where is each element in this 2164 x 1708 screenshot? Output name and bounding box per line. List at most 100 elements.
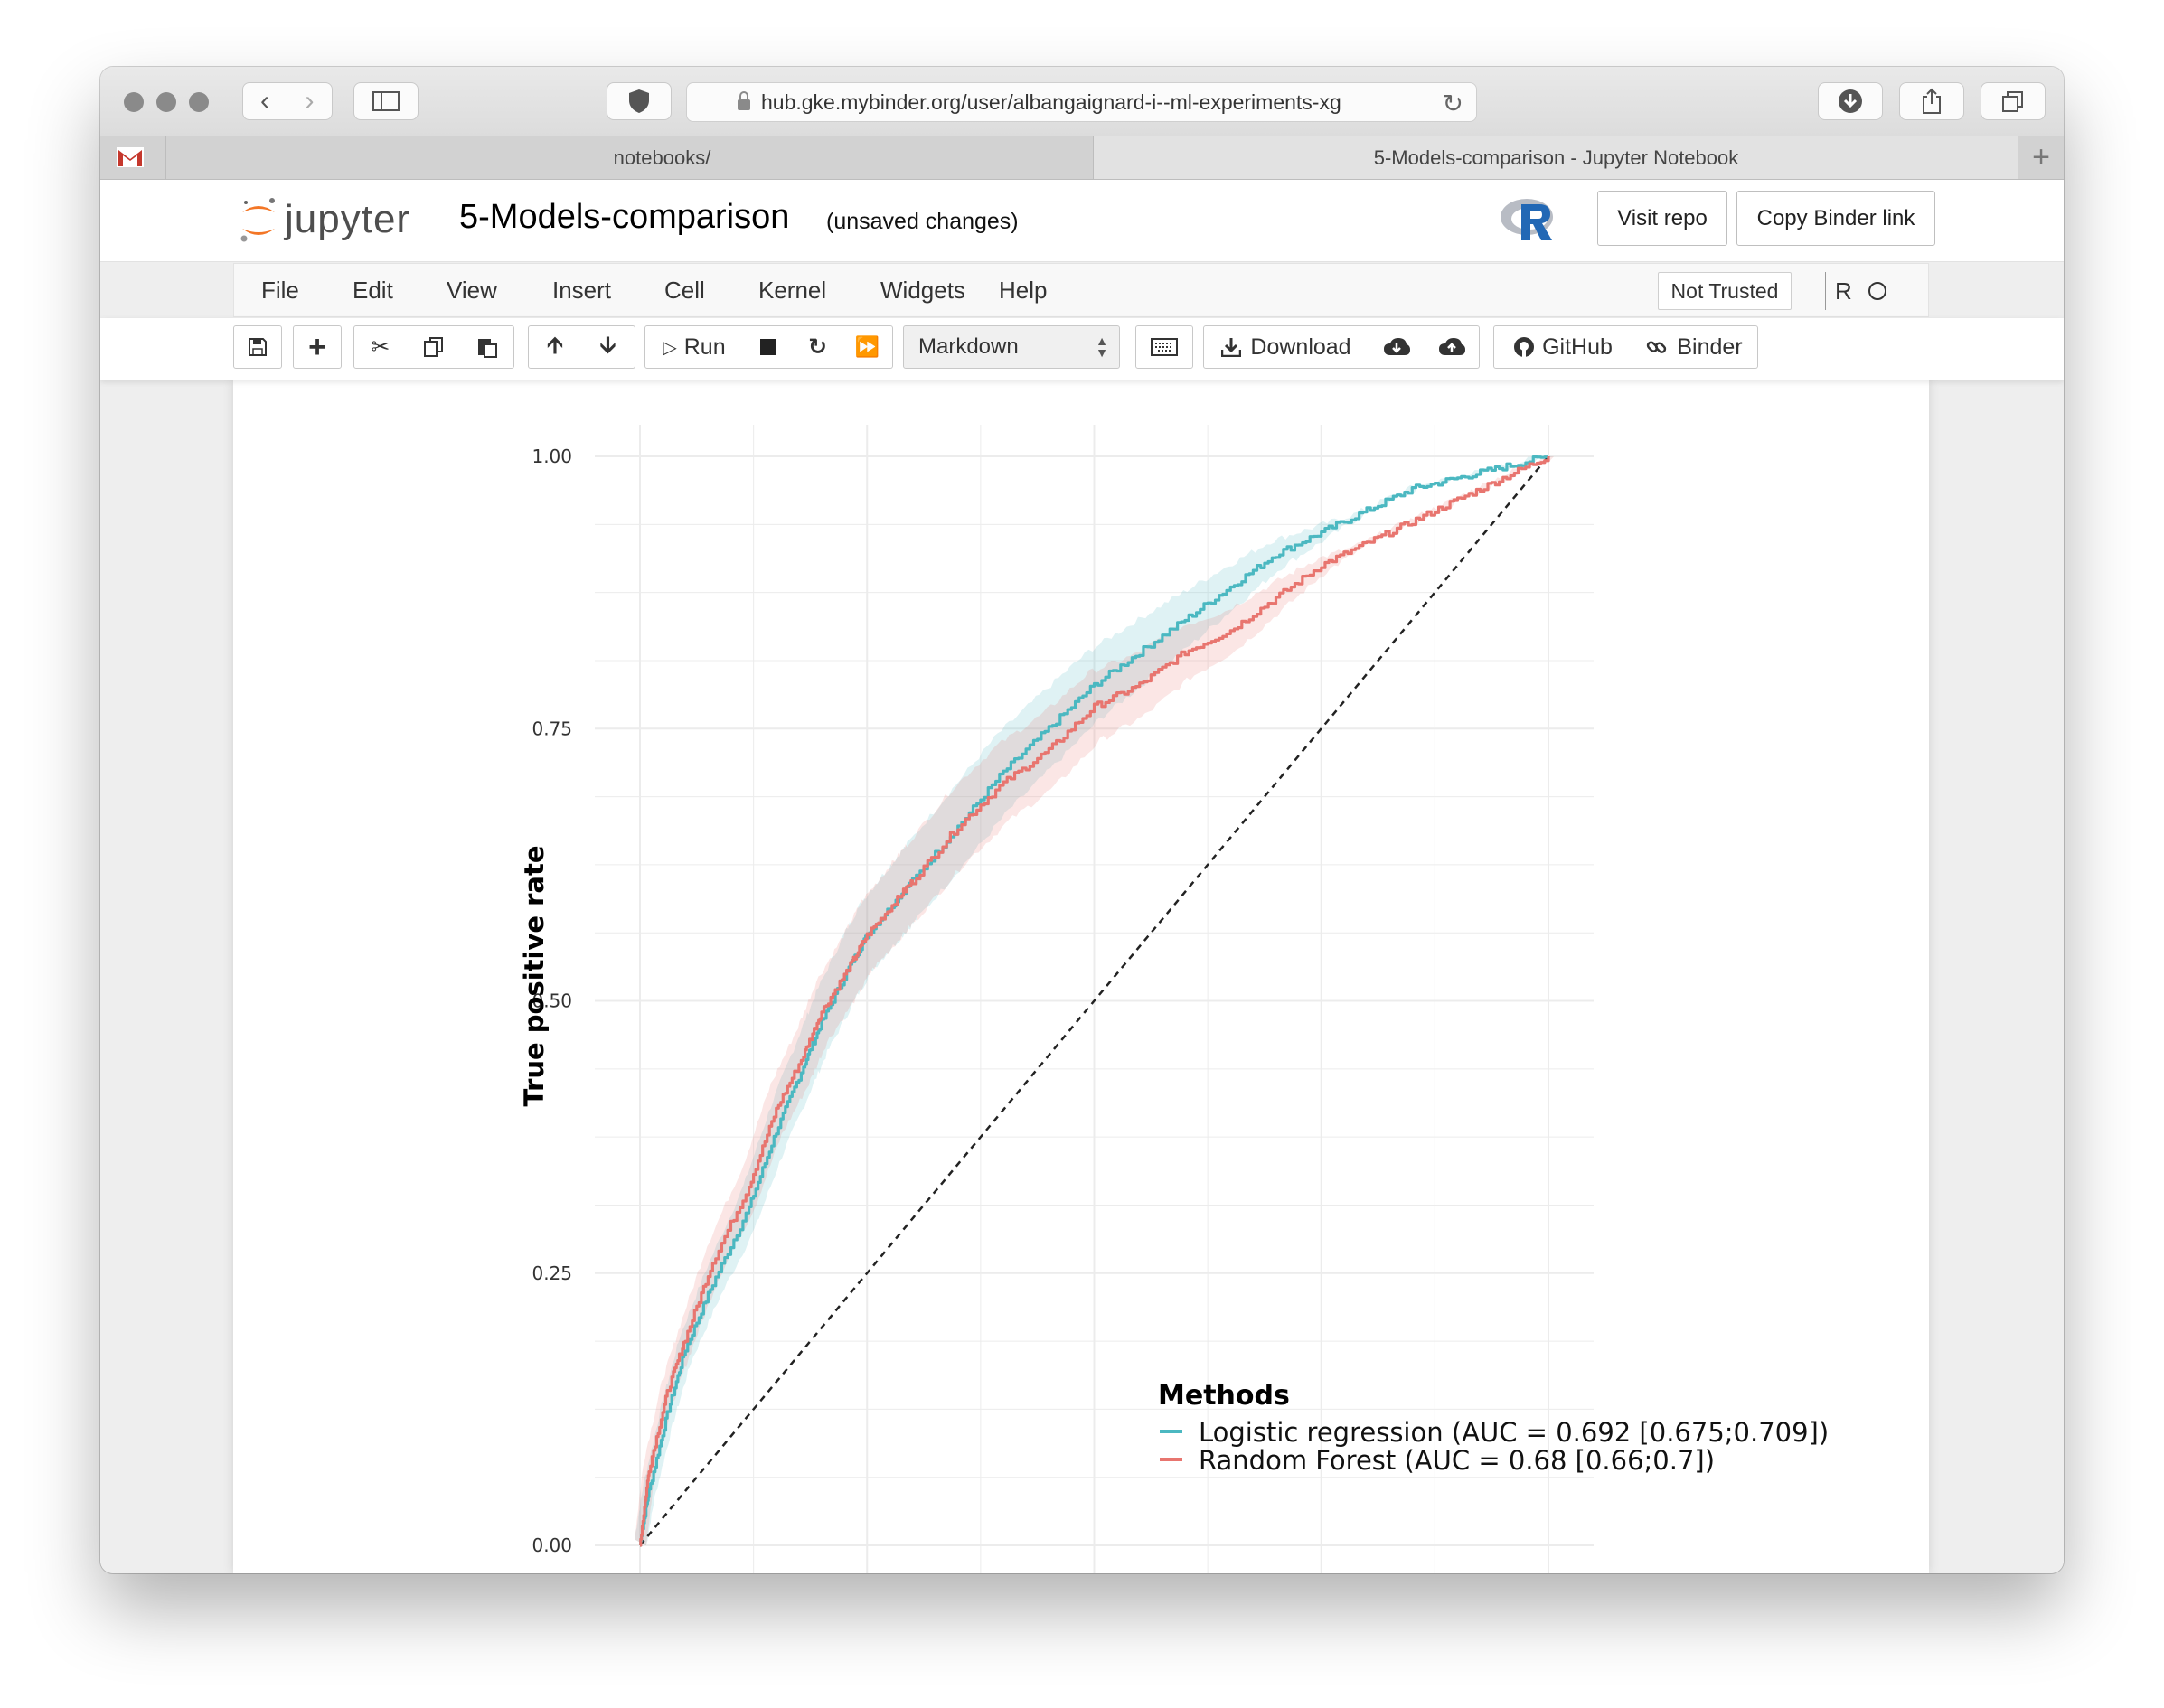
minimize-window-button[interactable] xyxy=(156,92,176,112)
reload-icon[interactable]: ↻ xyxy=(1442,89,1463,117)
reference-diagonal-line xyxy=(639,455,1549,1546)
copy-icon xyxy=(423,337,443,357)
chart-legend: Methods Logistic regression (AUC = 0.692… xyxy=(1158,1380,1829,1476)
insert-cell-button[interactable]: + xyxy=(293,325,342,369)
confidence-bands xyxy=(634,456,1555,1545)
command-palette-button[interactable] xyxy=(1135,325,1193,369)
y-axis-label: True positive rate xyxy=(519,845,550,1106)
y-tick-label: 0.00 xyxy=(532,1534,572,1556)
menu-kernel[interactable]: Kernel xyxy=(758,277,827,304)
restart-button[interactable]: ↻ xyxy=(793,325,843,369)
trust-indicator[interactable]: Not Trusted xyxy=(1658,272,1792,310)
plus-icon: + xyxy=(2032,140,2050,174)
y-tick-label: 0.25 xyxy=(532,1262,572,1284)
notebook-title[interactable]: 5-Models-comparison xyxy=(459,198,790,236)
notebook-area: 0.00 0.25 0.50 0.75 1.00 True positive rate … xyxy=(100,380,2064,1573)
legend-title: Methods xyxy=(1158,1380,1290,1412)
address-bar[interactable]: hub.gke.mybinder.org/user/albangaignard-… xyxy=(686,82,1477,122)
menu-insert[interactable]: Insert xyxy=(552,277,612,304)
keyboard-icon xyxy=(1151,338,1178,356)
jupyter-logo-icon xyxy=(240,198,275,242)
run-button[interactable]: ▷​ Run xyxy=(644,325,744,369)
cloud-upload-icon xyxy=(1438,338,1465,355)
restart-run-all-button[interactable]: ⏩ xyxy=(842,325,893,369)
legend-label-logistic: Logistic regression (AUC = 0.692 [0.675;… xyxy=(1199,1417,1829,1448)
menu-cell[interactable]: Cell xyxy=(664,277,705,304)
visit-repo-button[interactable]: Visit repo xyxy=(1597,191,1727,246)
browser-toolbar: ‹ › hub.gke.mybinder.org/user/albangaign… xyxy=(100,67,2064,137)
save-button[interactable] xyxy=(233,325,282,369)
tab-notebooks[interactable]: notebooks/ xyxy=(165,136,1158,179)
chevron-right-icon: › xyxy=(305,86,315,116)
step-forward-icon: ▷​ xyxy=(663,337,677,358)
share-icon xyxy=(1923,88,1941,114)
stop-icon xyxy=(759,339,776,355)
tab-notebook[interactable]: 5-Models-comparison - Jupyter Notebook xyxy=(1093,136,2018,179)
new-tab-button[interactable]: + xyxy=(2018,136,2064,179)
y-tick-label: 0.75 xyxy=(532,718,572,739)
menu-bar: File Edit View Insert Cell Kernel Widget… xyxy=(233,263,1929,317)
fast-forward-icon: ⏩ xyxy=(854,335,880,358)
paste-icon xyxy=(477,339,497,358)
menu-edit[interactable]: Edit xyxy=(353,277,393,304)
chevron-left-icon: ‹ xyxy=(260,86,269,116)
close-window-button[interactable] xyxy=(124,92,144,112)
r-logo-icon xyxy=(1501,199,1553,240)
gmail-icon[interactable] xyxy=(117,147,144,167)
menu-help[interactable]: Help xyxy=(999,277,1048,304)
paste-button[interactable] xyxy=(460,325,514,369)
notebook-page: 0.00 0.25 0.50 0.75 1.00 True positive rate … xyxy=(233,380,1929,1573)
cloud-download-icon xyxy=(1383,338,1410,355)
cell-type-select[interactable]: Markdown ▲ ▼ xyxy=(903,325,1120,369)
binder-button[interactable]: Binder xyxy=(1632,325,1758,369)
jupyter-header: jupyter 5-Models-comparison (unsaved cha… xyxy=(100,180,2064,262)
browser-window: ‹ › hub.gke.mybinder.org/user/albangaign… xyxy=(100,67,2064,1573)
download-circle-icon xyxy=(1839,89,1862,113)
save-status: (unsaved changes) xyxy=(826,209,1019,234)
download-icon xyxy=(1221,338,1242,357)
menu-file[interactable]: File xyxy=(261,277,299,304)
cut-button[interactable]: ✂ xyxy=(353,325,408,369)
github-label: GitHub xyxy=(1542,333,1613,360)
tabs-icon xyxy=(2002,91,2023,112)
tab-overview-button[interactable] xyxy=(1981,82,2046,120)
jupyter-logo[interactable]: jupyter xyxy=(238,194,410,245)
confidence-band-forest xyxy=(634,456,1555,1545)
forward-button[interactable]: › xyxy=(287,82,333,120)
kernel-indicator: R xyxy=(1825,272,1886,310)
roc-lines xyxy=(639,455,1550,1547)
copy-button[interactable] xyxy=(407,325,461,369)
lock-icon xyxy=(738,91,750,110)
download-button[interactable]: Download xyxy=(1203,325,1369,369)
share-button[interactable] xyxy=(1899,82,1964,120)
move-down-button[interactable]: 🡫 xyxy=(581,325,635,369)
sidebar-toggle-button[interactable] xyxy=(353,82,419,120)
move-up-button[interactable]: 🡩 xyxy=(528,325,582,369)
jupyter-logo-text: jupyter xyxy=(285,197,411,241)
cloud-download-button[interactable] xyxy=(1369,325,1425,369)
roc-chart: 0.000.250.500.751.00 True positive rate … xyxy=(519,425,1829,1573)
arrow-down-icon: 🡫 xyxy=(599,332,616,358)
downloads-button[interactable] xyxy=(1818,82,1883,120)
github-button[interactable]: GitHub xyxy=(1493,325,1632,369)
github-icon xyxy=(1514,337,1535,357)
restart-icon: ↻ xyxy=(808,334,827,360)
cloud-upload-button[interactable] xyxy=(1424,325,1480,369)
sidebar-icon xyxy=(372,91,400,111)
menu-view[interactable]: View xyxy=(447,277,497,304)
floppy-icon xyxy=(249,338,267,356)
notebook-toolbar: + ✂ 🡩 🡫 ▷​ Run ↻ ⏩ Markdown xyxy=(100,318,2064,380)
y-tick-label: 1.00 xyxy=(532,446,572,467)
tab-label: notebooks/ xyxy=(613,145,711,169)
download-label: Download xyxy=(1250,333,1351,360)
run-label: Run xyxy=(683,333,726,360)
menu-widgets[interactable]: Widgets xyxy=(880,277,965,304)
plus-icon: + xyxy=(308,329,326,364)
copy-binder-link-button[interactable]: Copy Binder link xyxy=(1736,191,1935,246)
back-button[interactable]: ‹ xyxy=(242,82,287,120)
chart-grid xyxy=(595,425,1594,1573)
privacy-report-button[interactable] xyxy=(607,82,672,120)
tab-strip: notebooks/ 5-Models-comparison - Jupyter… xyxy=(100,136,2064,180)
maximize-window-button[interactable] xyxy=(189,92,209,112)
interrupt-button[interactable] xyxy=(743,325,794,369)
